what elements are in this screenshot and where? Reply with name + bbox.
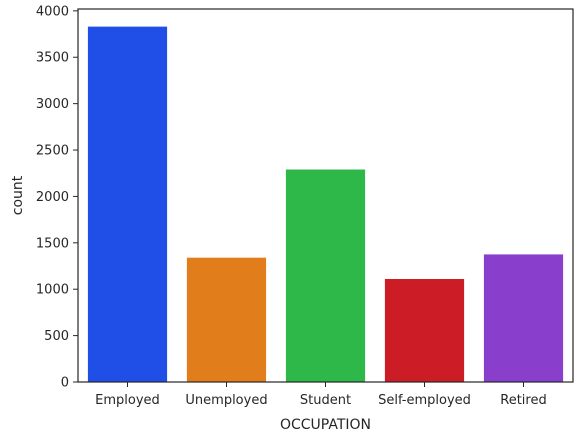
y-tick-label: 0: [61, 376, 69, 391]
x-tick-label: Self-employed: [378, 393, 471, 408]
y-tick-label: 1000: [36, 283, 69, 298]
y-tick-label: 500: [44, 329, 69, 344]
x-tick-label: Employed: [95, 393, 160, 408]
x-axis-label: OCCUPATION: [280, 417, 371, 433]
y-tick-label: 2000: [36, 190, 69, 205]
x-tick-label: Retired: [500, 393, 546, 408]
plot-frame: [77, 8, 574, 383]
bar-self-employed: [384, 279, 465, 382]
x-tick-label: Student: [300, 393, 351, 408]
bar-employed: [87, 26, 168, 382]
bars-group: [87, 26, 564, 382]
y-axis-label: count: [10, 175, 26, 215]
y-tick-label: 3000: [36, 97, 69, 112]
bar-student: [285, 169, 366, 382]
x-tick-label: Unemployed: [185, 393, 267, 408]
x-axis-ticks: Employed Unemployed Student Self-employed Re…: [95, 382, 547, 408]
y-tick-label: 3500: [36, 51, 69, 66]
y-tick-label: 2500: [36, 144, 69, 159]
y-tick-label: 1500: [36, 236, 69, 251]
y-tick-label: 4000: [36, 4, 69, 19]
bar-unemployed: [186, 257, 267, 382]
y-axis-ticks: 0 500 1000 1500 2000 2500 3000 3500 4000: [36, 4, 78, 391]
bar-retired: [483, 254, 564, 382]
